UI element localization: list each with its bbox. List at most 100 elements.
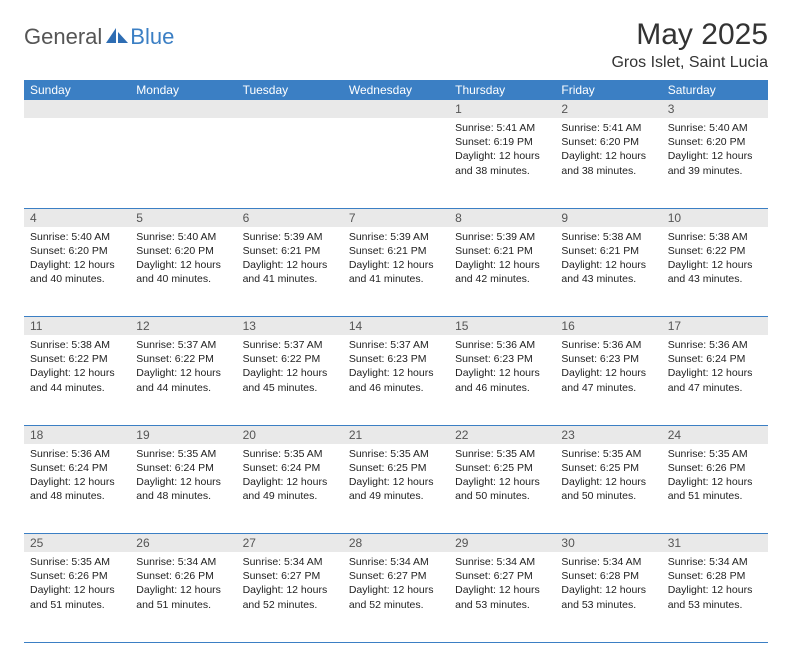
day-number: 21 xyxy=(343,425,449,444)
day-cell: Sunrise: 5:40 AMSunset: 6:20 PMDaylight:… xyxy=(130,227,236,317)
day-number: 8 xyxy=(449,208,555,227)
day-sunset: Sunset: 6:26 PM xyxy=(136,569,230,583)
day-sunrise: Sunrise: 5:38 AM xyxy=(668,230,762,244)
day-cell: Sunrise: 5:34 AMSunset: 6:27 PMDaylight:… xyxy=(237,552,343,642)
day-sunset: Sunset: 6:20 PM xyxy=(30,244,124,258)
day-day2: and 47 minutes. xyxy=(561,381,655,395)
day-sunrise: Sunrise: 5:34 AM xyxy=(455,555,549,569)
day-number: 22 xyxy=(449,425,555,444)
brand-general: General xyxy=(24,24,102,50)
day-sunset: Sunset: 6:20 PM xyxy=(668,135,762,149)
day-cell: Sunrise: 5:34 AMSunset: 6:28 PMDaylight:… xyxy=(555,552,661,642)
day-content-row: Sunrise: 5:36 AMSunset: 6:24 PMDaylight:… xyxy=(24,444,768,534)
day-number: 30 xyxy=(555,534,661,553)
day-number: 20 xyxy=(237,425,343,444)
day-cell: Sunrise: 5:34 AMSunset: 6:26 PMDaylight:… xyxy=(130,552,236,642)
day-content-row: Sunrise: 5:41 AMSunset: 6:19 PMDaylight:… xyxy=(24,118,768,208)
day-cell xyxy=(237,118,343,208)
day-sunrise: Sunrise: 5:39 AM xyxy=(243,230,337,244)
day-sunrise: Sunrise: 5:35 AM xyxy=(455,447,549,461)
day-sunset: Sunset: 6:21 PM xyxy=(349,244,443,258)
day-day1: Daylight: 12 hours xyxy=(30,258,124,272)
day-cell: Sunrise: 5:34 AMSunset: 6:27 PMDaylight:… xyxy=(449,552,555,642)
day-cell: Sunrise: 5:40 AMSunset: 6:20 PMDaylight:… xyxy=(662,118,768,208)
day-day2: and 50 minutes. xyxy=(561,489,655,503)
day-number: 26 xyxy=(130,534,236,553)
day-sunset: Sunset: 6:28 PM xyxy=(668,569,762,583)
day-day2: and 48 minutes. xyxy=(30,489,124,503)
day-cell: Sunrise: 5:41 AMSunset: 6:19 PMDaylight:… xyxy=(449,118,555,208)
weekday-header: Monday xyxy=(130,80,236,100)
day-day1: Daylight: 12 hours xyxy=(349,475,443,489)
day-sunrise: Sunrise: 5:37 AM xyxy=(136,338,230,352)
day-day2: and 40 minutes. xyxy=(136,272,230,286)
day-sunset: Sunset: 6:21 PM xyxy=(561,244,655,258)
day-number: 28 xyxy=(343,534,449,553)
day-content-row: Sunrise: 5:40 AMSunset: 6:20 PMDaylight:… xyxy=(24,227,768,317)
brand-sail-icon xyxy=(106,26,128,47)
day-day1: Daylight: 12 hours xyxy=(455,366,549,380)
day-cell: Sunrise: 5:39 AMSunset: 6:21 PMDaylight:… xyxy=(343,227,449,317)
day-day2: and 50 minutes. xyxy=(455,489,549,503)
day-day2: and 40 minutes. xyxy=(30,272,124,286)
day-day2: and 47 minutes. xyxy=(668,381,762,395)
day-number: 29 xyxy=(449,534,555,553)
calendar-page: General Blue May 2025 Gros Islet, Saint … xyxy=(0,0,792,661)
day-sunrise: Sunrise: 5:35 AM xyxy=(30,555,124,569)
day-number: 7 xyxy=(343,208,449,227)
weekday-header: Thursday xyxy=(449,80,555,100)
day-cell: Sunrise: 5:37 AMSunset: 6:22 PMDaylight:… xyxy=(130,335,236,425)
day-day2: and 38 minutes. xyxy=(561,164,655,178)
day-sunrise: Sunrise: 5:36 AM xyxy=(455,338,549,352)
weekday-header-row: Sunday Monday Tuesday Wednesday Thursday… xyxy=(24,80,768,100)
day-day2: and 53 minutes. xyxy=(455,598,549,612)
day-cell: Sunrise: 5:34 AMSunset: 6:27 PMDaylight:… xyxy=(343,552,449,642)
day-sunset: Sunset: 6:21 PM xyxy=(455,244,549,258)
day-day2: and 48 minutes. xyxy=(136,489,230,503)
day-day1: Daylight: 12 hours xyxy=(30,366,124,380)
day-day1: Daylight: 12 hours xyxy=(561,258,655,272)
day-sunset: Sunset: 6:24 PM xyxy=(243,461,337,475)
day-cell: Sunrise: 5:38 AMSunset: 6:22 PMDaylight:… xyxy=(662,227,768,317)
day-day2: and 42 minutes. xyxy=(455,272,549,286)
weekday-header: Saturday xyxy=(662,80,768,100)
day-day1: Daylight: 12 hours xyxy=(455,149,549,163)
day-day2: and 43 minutes. xyxy=(668,272,762,286)
day-sunrise: Sunrise: 5:35 AM xyxy=(349,447,443,461)
day-number: 2 xyxy=(555,100,661,118)
day-sunrise: Sunrise: 5:41 AM xyxy=(561,121,655,135)
day-content-row: Sunrise: 5:38 AMSunset: 6:22 PMDaylight:… xyxy=(24,335,768,425)
day-day1: Daylight: 12 hours xyxy=(136,258,230,272)
day-day1: Daylight: 12 hours xyxy=(561,583,655,597)
weekday-header: Tuesday xyxy=(237,80,343,100)
day-day1: Daylight: 12 hours xyxy=(561,149,655,163)
day-day2: and 46 minutes. xyxy=(349,381,443,395)
day-number: 6 xyxy=(237,208,343,227)
day-number: 16 xyxy=(555,317,661,336)
day-cell: Sunrise: 5:35 AMSunset: 6:25 PMDaylight:… xyxy=(555,444,661,534)
day-day2: and 46 minutes. xyxy=(455,381,549,395)
day-number-row: 25262728293031 xyxy=(24,534,768,553)
day-day1: Daylight: 12 hours xyxy=(243,258,337,272)
day-number-row: 123 xyxy=(24,100,768,118)
day-sunrise: Sunrise: 5:34 AM xyxy=(243,555,337,569)
day-cell: Sunrise: 5:36 AMSunset: 6:24 PMDaylight:… xyxy=(662,335,768,425)
day-day1: Daylight: 12 hours xyxy=(30,583,124,597)
day-day1: Daylight: 12 hours xyxy=(668,149,762,163)
day-cell: Sunrise: 5:37 AMSunset: 6:23 PMDaylight:… xyxy=(343,335,449,425)
day-cell: Sunrise: 5:35 AMSunset: 6:25 PMDaylight:… xyxy=(449,444,555,534)
weekday-header: Wednesday xyxy=(343,80,449,100)
day-day1: Daylight: 12 hours xyxy=(668,366,762,380)
day-cell xyxy=(343,118,449,208)
day-sunset: Sunset: 6:22 PM xyxy=(136,352,230,366)
day-day2: and 38 minutes. xyxy=(455,164,549,178)
day-number: 17 xyxy=(662,317,768,336)
brand-logo: General Blue xyxy=(24,24,174,50)
day-cell xyxy=(24,118,130,208)
day-number: 15 xyxy=(449,317,555,336)
day-day1: Daylight: 12 hours xyxy=(349,366,443,380)
weekday-header: Friday xyxy=(555,80,661,100)
day-number: 13 xyxy=(237,317,343,336)
day-cell: Sunrise: 5:36 AMSunset: 6:23 PMDaylight:… xyxy=(555,335,661,425)
weekday-header: Sunday xyxy=(24,80,130,100)
